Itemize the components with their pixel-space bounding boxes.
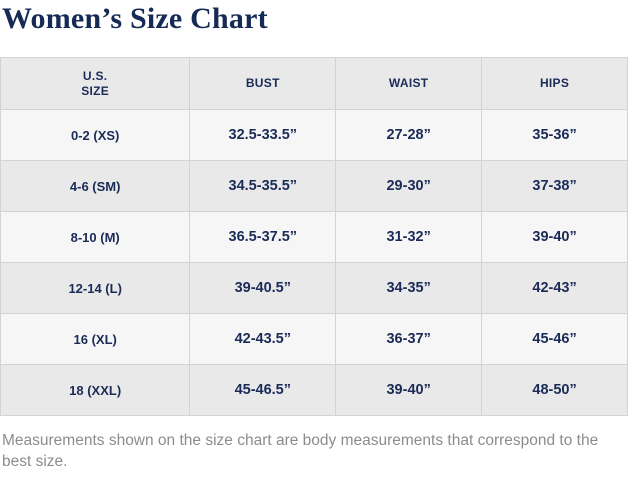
cell-size: 16 (XL) bbox=[0, 313, 191, 365]
cell-waist: 34-35” bbox=[335, 262, 483, 314]
cell-bust: 39-40.5” bbox=[189, 262, 337, 314]
cell-bust: 34.5-35.5” bbox=[189, 160, 337, 212]
cell-size: 0-2 (XS) bbox=[0, 109, 191, 161]
table-row: 4-6 (SM) 34.5-35.5” 29-30” 37-38” bbox=[0, 160, 628, 212]
cell-size: 18 (XXL) bbox=[0, 364, 191, 416]
table-row: 12-14 (L) 39-40.5” 34-35” 42-43” bbox=[0, 262, 628, 314]
cell-hips: 39-40” bbox=[481, 211, 628, 263]
cell-waist: 27-28” bbox=[335, 109, 483, 161]
cell-waist: 31-32” bbox=[335, 211, 483, 263]
cell-bust: 32.5-33.5” bbox=[189, 109, 337, 161]
column-header-us-size: U.S. SIZE bbox=[0, 57, 191, 110]
cell-waist: 39-40” bbox=[335, 364, 483, 416]
size-chart-table: U.S. SIZE BUST WAIST HIPS 0-2 (XS) 32.5-… bbox=[0, 57, 628, 416]
table-row: 0-2 (XS) 32.5-33.5” 27-28” 35-36” bbox=[0, 109, 628, 161]
cell-hips: 35-36” bbox=[481, 109, 628, 161]
cell-size: 12-14 (L) bbox=[0, 262, 191, 314]
footnote: Measurements shown on the size chart are… bbox=[2, 432, 599, 470]
cell-waist: 36-37” bbox=[335, 313, 483, 365]
cell-bust: 36.5-37.5” bbox=[189, 211, 337, 263]
table-row: 16 (XL) 42-43.5” 36-37” 45-46” bbox=[0, 313, 628, 365]
cell-hips: 45-46” bbox=[481, 313, 628, 365]
cell-bust: 45-46.5” bbox=[189, 364, 337, 416]
table-row: 8-10 (M) 36.5-37.5” 31-32” 39-40” bbox=[0, 211, 628, 263]
column-header-hips: HIPS bbox=[481, 57, 628, 110]
cell-hips: 42-43” bbox=[481, 262, 628, 314]
column-header-waist: WAIST bbox=[335, 57, 483, 110]
cell-hips: 37-38” bbox=[481, 160, 628, 212]
cell-waist: 29-30” bbox=[335, 160, 483, 212]
column-header-bust: BUST bbox=[189, 57, 337, 110]
header-row: U.S. SIZE BUST WAIST HIPS bbox=[0, 57, 628, 110]
cell-size: 4-6 (SM) bbox=[0, 160, 191, 212]
table-row: 18 (XXL) 45-46.5” 39-40” 48-50” bbox=[0, 364, 628, 416]
page-title: Women’s Size Chart bbox=[2, 2, 268, 35]
cell-size: 8-10 (M) bbox=[0, 211, 191, 263]
cell-hips: 48-50” bbox=[481, 364, 628, 416]
cell-bust: 42-43.5” bbox=[189, 313, 337, 365]
